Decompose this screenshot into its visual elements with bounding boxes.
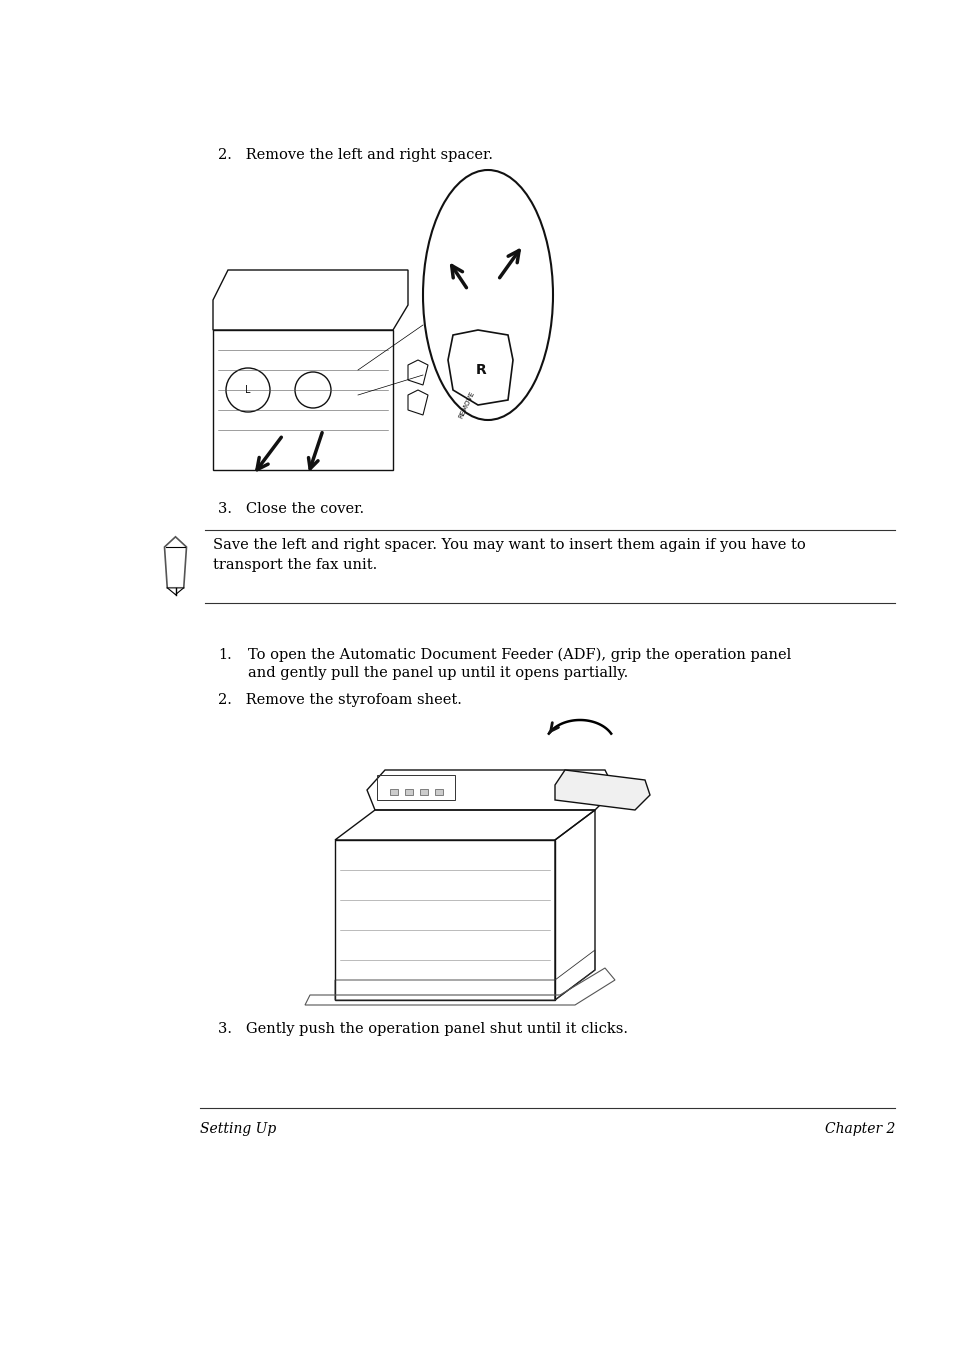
Text: 2.   Remove the left and right spacer.: 2. Remove the left and right spacer. [218,149,493,162]
Bar [390,789,397,794]
Text: L: L [245,385,251,394]
Text: REMOVE: REMOVE [457,390,476,420]
Text: R: R [476,363,486,377]
Bar [435,789,442,794]
Text: Save the left and right spacer. You may want to insert them again if you have to: Save the left and right spacer. You may … [213,538,805,571]
Polygon shape [555,770,649,811]
Text: and gently pull the panel up until it opens partially.: and gently pull the panel up until it op… [248,666,628,680]
Text: Chapter 2: Chapter 2 [823,1121,894,1136]
Text: 3.   Gently push the operation panel shut until it clicks.: 3. Gently push the operation panel shut … [218,1021,627,1036]
Ellipse shape [422,170,553,420]
Text: To open the Automatic Document Feeder (ADF), grip the operation panel: To open the Automatic Document Feeder (A… [248,648,790,662]
Text: 2.   Remove the styrofoam sheet.: 2. Remove the styrofoam sheet. [218,693,461,707]
Text: 3.   Close the cover.: 3. Close the cover. [218,503,364,516]
Text: 1.: 1. [218,648,232,662]
Bar [419,789,428,794]
Text: Setting Up: Setting Up [200,1121,276,1136]
Bar [405,789,413,794]
